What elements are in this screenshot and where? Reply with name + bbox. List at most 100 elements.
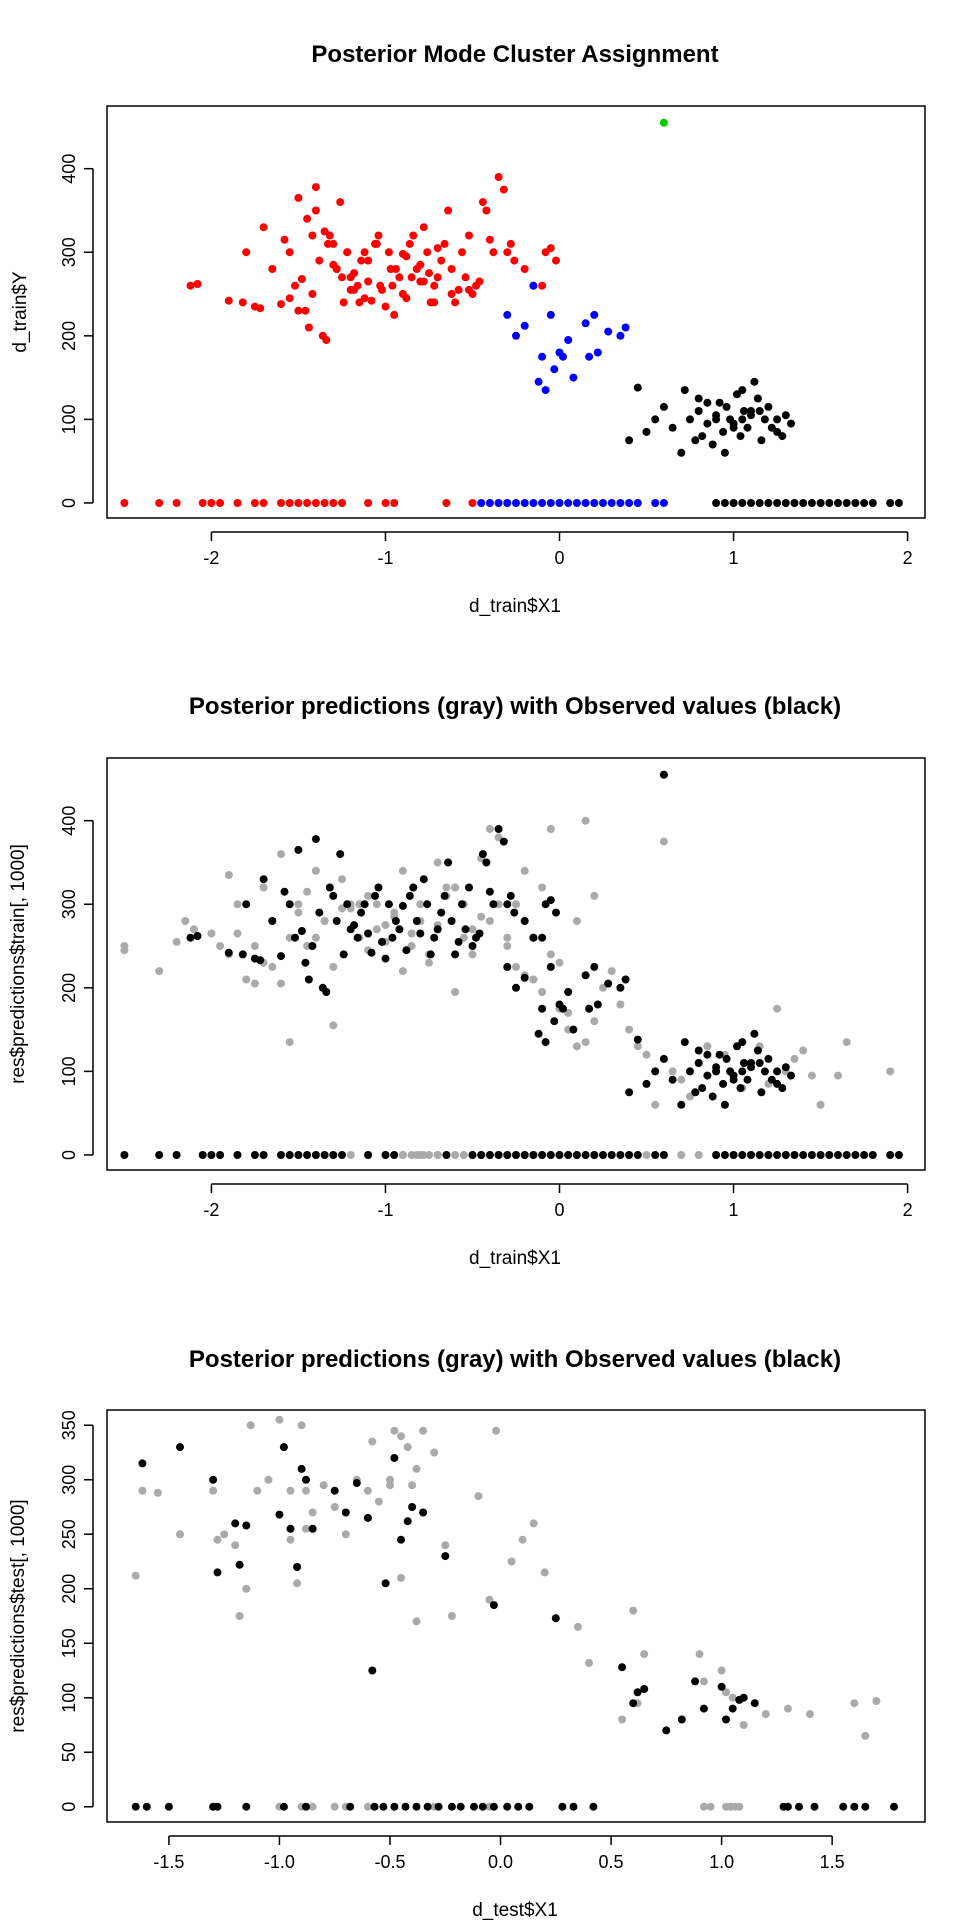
data-point (286, 1535, 295, 1544)
y-tick-label: 100 (59, 404, 79, 434)
points-layer (120, 118, 903, 507)
data-point (390, 310, 399, 319)
data-point (360, 248, 369, 257)
y-tick-label: 200 (59, 321, 79, 351)
data-point (764, 1054, 773, 1063)
data-point (489, 1601, 498, 1610)
data-point (279, 1802, 288, 1811)
data-point (242, 248, 251, 257)
data-point (494, 499, 503, 507)
data-point (477, 499, 486, 507)
data-point (155, 1151, 164, 1159)
data-point (451, 883, 460, 892)
x-tick-label: -2 (203, 548, 219, 568)
data-point (699, 1802, 708, 1811)
data-point (529, 1519, 538, 1528)
plot-frame (106, 757, 926, 1171)
data-point (412, 1617, 421, 1626)
data-point (374, 231, 383, 240)
data-point (390, 1426, 399, 1435)
data-point (642, 1151, 651, 1159)
data-point (339, 950, 348, 959)
data-point (520, 1151, 529, 1159)
data-point (416, 1151, 425, 1159)
data-point (238, 950, 247, 959)
data-point (618, 1663, 627, 1672)
data-point (572, 499, 581, 507)
data-point (503, 900, 512, 909)
data-point (308, 942, 317, 950)
data-point (277, 499, 285, 507)
data-point (787, 1071, 795, 1080)
data-point (540, 1568, 549, 1577)
data-point (250, 942, 259, 950)
data-point (398, 290, 407, 298)
data-point (868, 499, 877, 507)
data-point (350, 921, 359, 930)
data-point (739, 1721, 748, 1729)
data-point (407, 1151, 416, 1159)
data-point (332, 917, 341, 925)
data-point (447, 1802, 456, 1811)
data-point (691, 1088, 700, 1097)
data-point (268, 265, 277, 273)
data-point (755, 1059, 764, 1067)
data-point (256, 956, 265, 965)
data-point (510, 256, 519, 265)
data-point (569, 1802, 578, 1811)
data-point (485, 825, 494, 833)
data-point (753, 1046, 762, 1055)
data-point (198, 499, 207, 507)
data-point (235, 1560, 244, 1569)
data-point (708, 1092, 717, 1101)
data-point (659, 1054, 668, 1063)
data-point (386, 1481, 394, 1490)
data-point (164, 1802, 173, 1811)
data-point (250, 1151, 259, 1159)
data-point (781, 499, 790, 507)
panel-test-predictions: Posterior predictions (gray) with Observ… (8, 1346, 926, 1920)
data-point (286, 1486, 295, 1495)
data-point (506, 239, 515, 248)
data-point (659, 1151, 668, 1159)
data-point (193, 932, 202, 940)
data-point (224, 871, 233, 879)
data-point (790, 1151, 799, 1159)
data-point (433, 858, 442, 867)
data-point (433, 273, 442, 282)
data-point (755, 407, 764, 415)
data-point (339, 298, 348, 307)
data-point (729, 1075, 738, 1084)
data-point (285, 248, 294, 257)
y-tick-label: 300 (59, 237, 79, 267)
data-point (433, 1151, 442, 1159)
data-point (285, 1151, 294, 1159)
points-layer (120, 770, 903, 1159)
data-point (680, 1038, 689, 1047)
data-point (280, 887, 289, 896)
data-point (364, 1151, 373, 1159)
data-point (303, 887, 312, 896)
data-point (750, 1029, 759, 1038)
data-point (698, 1084, 707, 1093)
data-point (715, 398, 724, 407)
data-point (604, 327, 613, 336)
chart-title: Posterior predictions (gray) with Observ… (189, 693, 841, 720)
data-point (329, 891, 338, 900)
data-point (442, 1151, 451, 1159)
data-point (806, 1710, 814, 1719)
data-point (890, 1802, 898, 1811)
data-point (525, 1802, 534, 1811)
data-point (729, 499, 738, 507)
data-point (426, 950, 435, 959)
data-point (430, 281, 439, 290)
data-point (363, 1802, 372, 1811)
data-point (353, 933, 362, 942)
y-axis-label: res$predictions$train[, 1000] (8, 844, 29, 1084)
data-point (268, 917, 277, 925)
data-point (507, 1557, 516, 1566)
data-point (412, 917, 421, 925)
data-point (773, 415, 782, 424)
data-point (590, 1151, 599, 1159)
data-point (186, 933, 195, 942)
